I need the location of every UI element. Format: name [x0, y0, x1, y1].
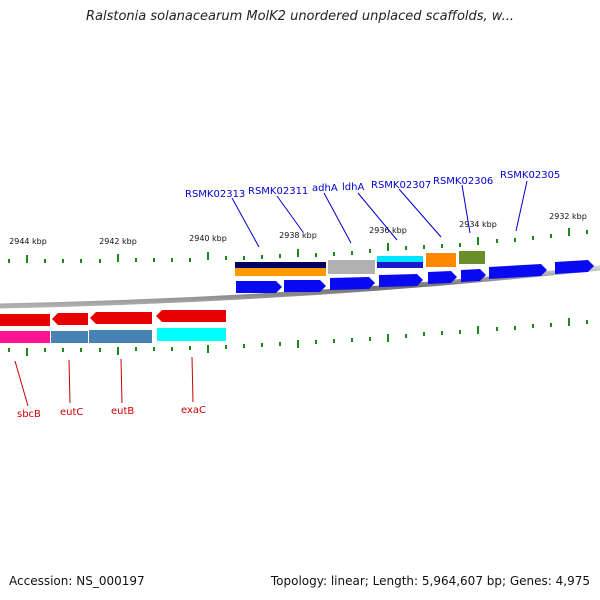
tick-marks-lower: [8, 318, 588, 356]
gene-arrow-fwd[interactable]: [489, 264, 547, 279]
gene-arrow-fwd[interactable]: [284, 280, 326, 292]
tick-label: 2940 kbp: [189, 234, 227, 243]
accession-label: Accession: NS_000197: [9, 574, 145, 588]
gene-arrow-rev[interactable]: [0, 314, 50, 326]
upper-tick-track: 2944 kbp 2942 kbp 2940 kbp 2938 kbp 2936…: [8, 212, 588, 263]
tick-label: 2932 kbp: [549, 212, 587, 221]
gene-arrow-fwd[interactable]: [236, 281, 282, 293]
gene-label-bottom[interactable]: sbcB: [17, 409, 41, 420]
bottom-gene-labels: sbcB eutC eutB exaC: [14, 356, 206, 420]
gene-arrow-fwd[interactable]: [379, 274, 423, 287]
reverse-strand-genes: [0, 310, 226, 326]
tick-label: 2942 kbp: [99, 237, 137, 246]
upper-annotation-band: [235, 251, 485, 276]
tick-label: 2934 kbp: [459, 220, 497, 229]
gene-arrow-rev[interactable]: [90, 312, 152, 324]
gene-arrow-rev[interactable]: [156, 310, 226, 322]
gene-arrow-fwd[interactable]: [330, 277, 375, 290]
map-title: Ralstonia solanacearum MolK2 unordered u…: [85, 9, 514, 24]
gene-label-top[interactable]: RSMK02307: [371, 180, 431, 191]
tick-label: 2944 kbp: [9, 237, 47, 246]
gene-label-top[interactable]: RSMK02306: [433, 176, 493, 187]
gene-label-top[interactable]: RSMK02311: [248, 186, 308, 197]
top-gene-labels: RSMK02313 RSMK02311 adhA ldhA RSMK02307 …: [185, 170, 560, 248]
tick-label: 2938 kbp: [279, 231, 317, 240]
forward-strand-genes: [236, 260, 594, 293]
gene-arrow-fwd[interactable]: [461, 269, 486, 282]
lower-annotation-band: [0, 328, 226, 343]
tick-label: 2936 kbp: [369, 226, 407, 235]
gene-label-top[interactable]: RSMK02305: [500, 170, 560, 181]
gene-label-bottom[interactable]: eutB: [111, 406, 134, 417]
gene-label-bottom[interactable]: exaC: [181, 405, 206, 416]
gene-arrow-fwd[interactable]: [428, 271, 457, 284]
gene-arrow-fwd[interactable]: [555, 260, 594, 274]
tick-marks-upper: [8, 228, 588, 263]
gene-label-top[interactable]: adhA: [312, 183, 338, 194]
gene-label-top[interactable]: RSMK02313: [185, 189, 245, 200]
gene-arrow-rev[interactable]: [52, 313, 88, 325]
topology-label: Topology: linear; Length: 5,964,607 bp; …: [270, 574, 590, 588]
gene-label-top[interactable]: ldhA: [342, 182, 364, 193]
gene-label-bottom[interactable]: eutC: [60, 407, 83, 418]
